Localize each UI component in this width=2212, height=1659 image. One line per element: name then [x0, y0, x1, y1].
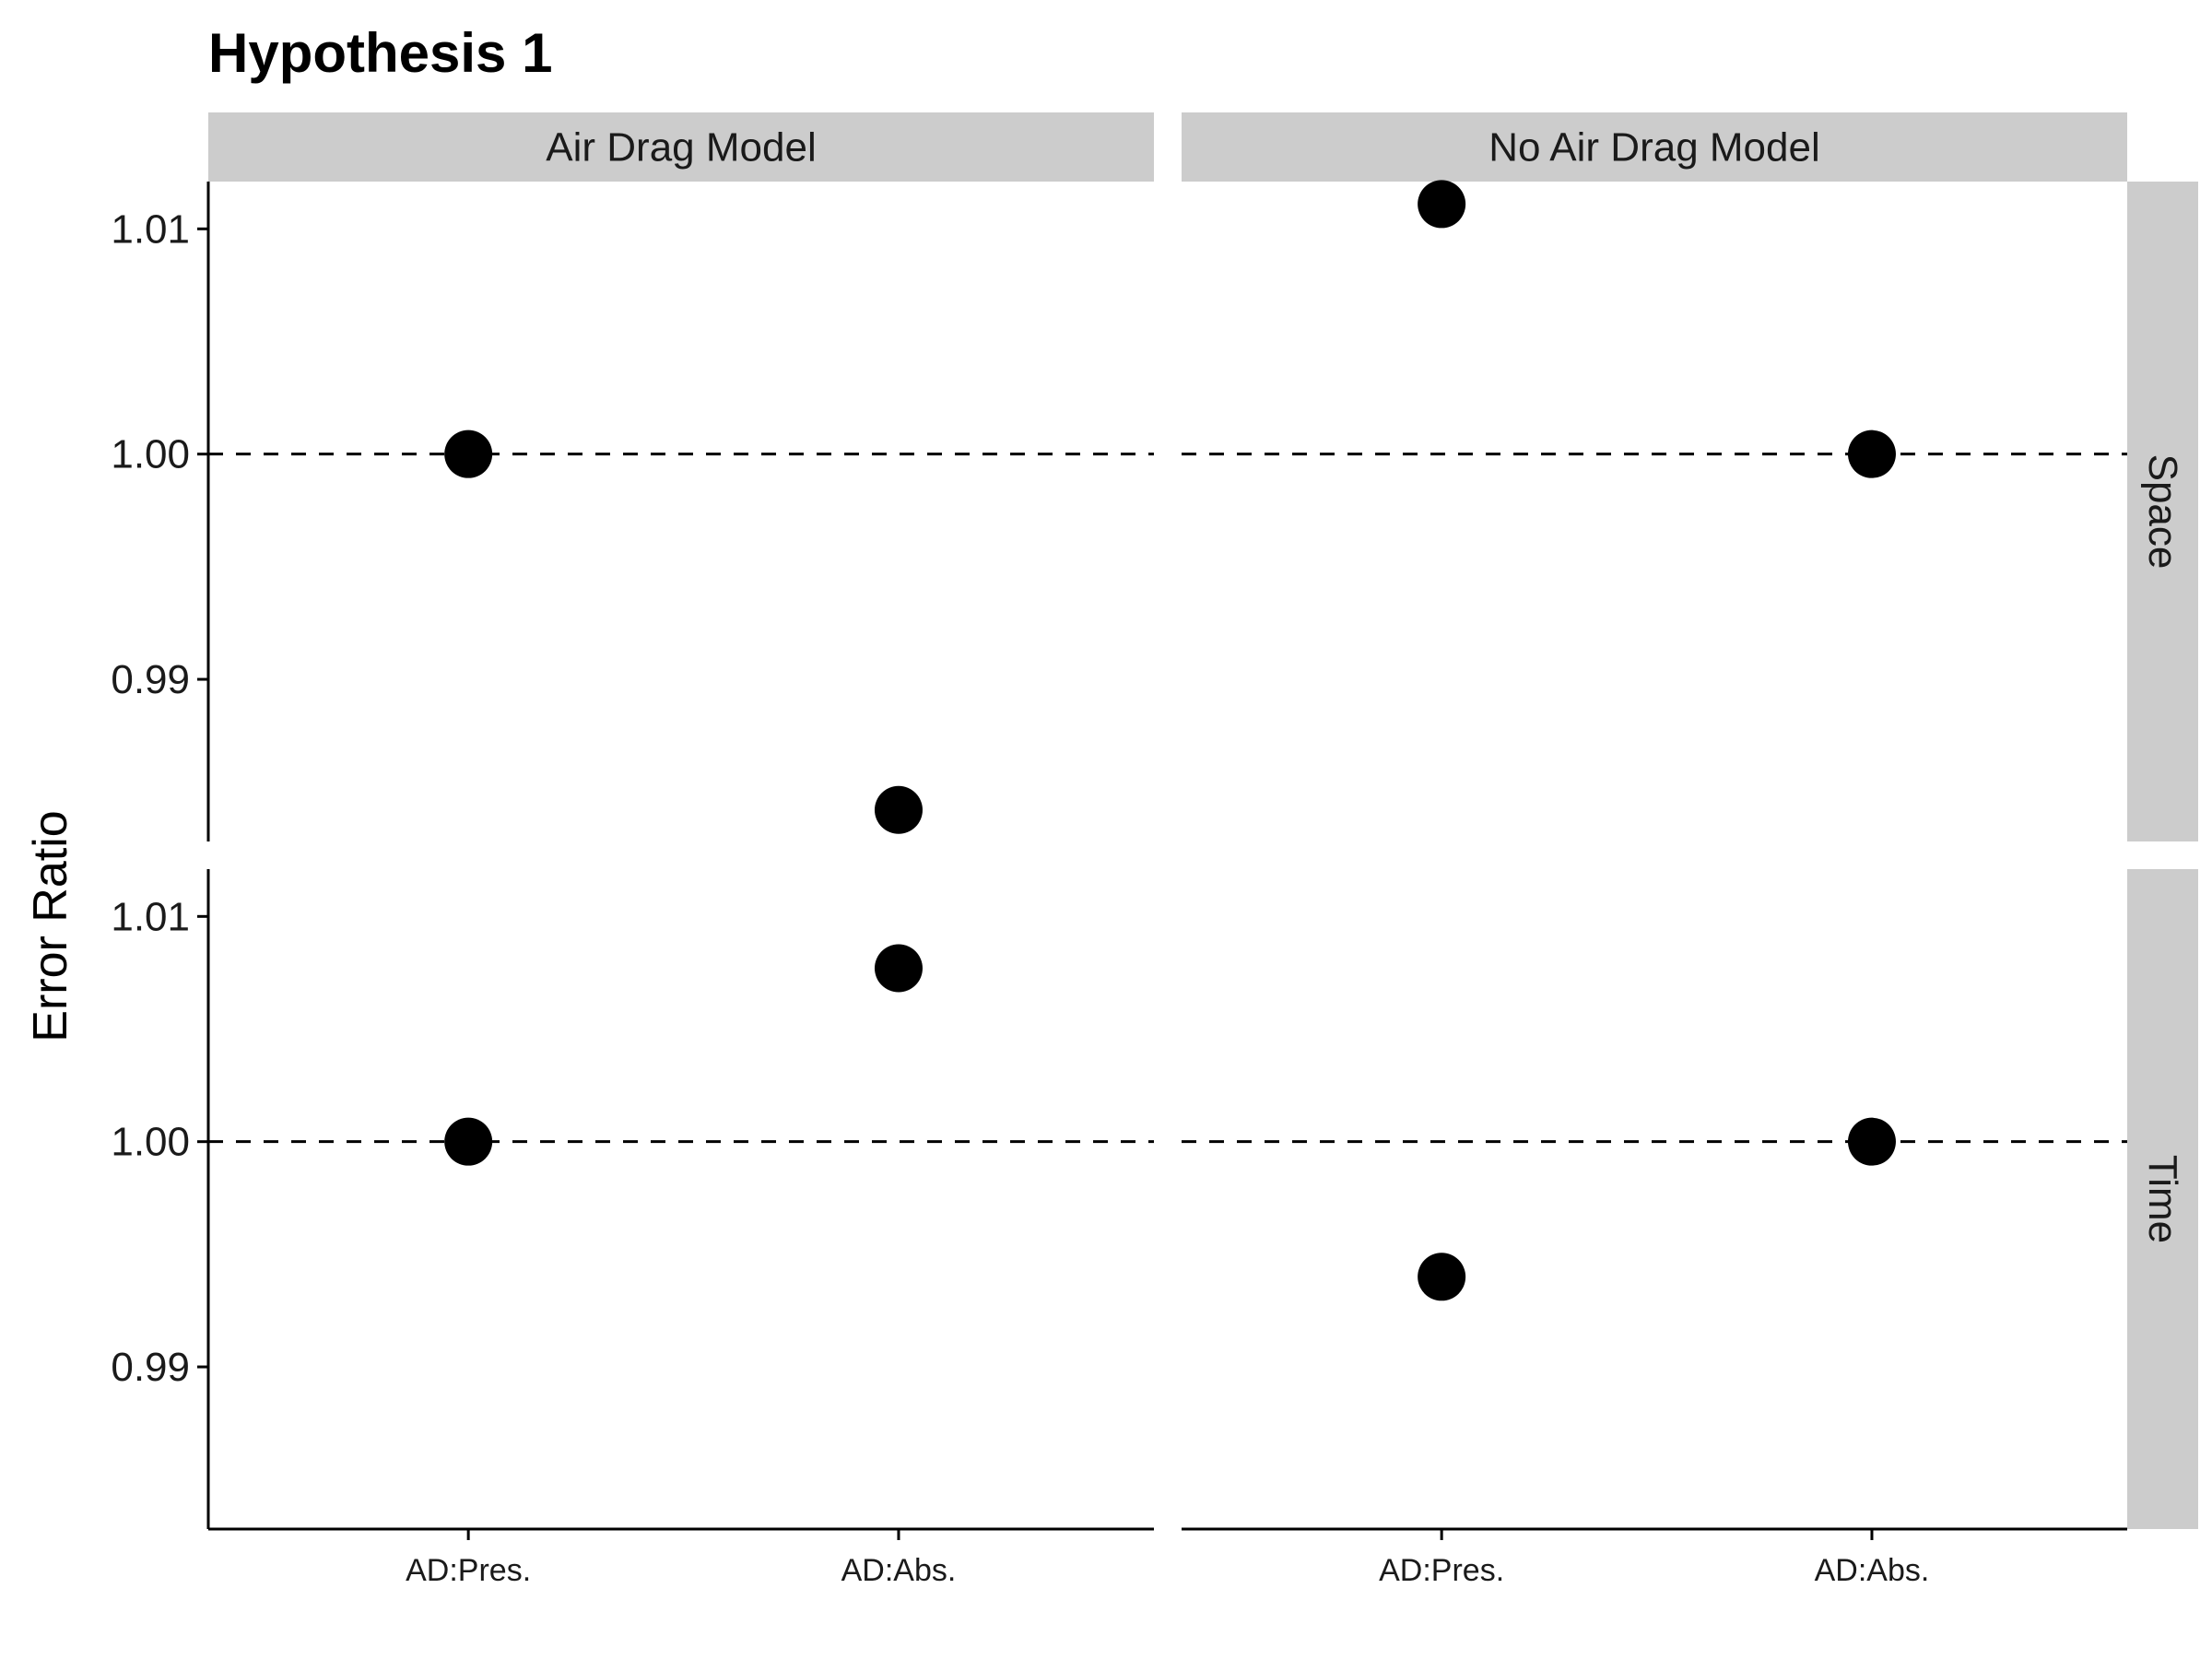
axes: 0.99 1.00 1.01 0.99 1.00 1.01 AD:Pres. AD:Abs. A… [111, 182, 2127, 1588]
data-point [444, 429, 493, 478]
data-point [1847, 429, 1896, 478]
row-strip-0 [2127, 182, 2198, 841]
row-strip-1 [2127, 869, 2198, 1529]
x-tick-label: AD:Abs. [841, 1553, 957, 1588]
data-point [1418, 1253, 1466, 1301]
facet-strip-label-1: No Air Drag Model [1488, 125, 1819, 171]
y-axis-title: Error Ratio [24, 810, 77, 1041]
facet-strip-0 [208, 112, 1154, 182]
data-point [874, 785, 923, 834]
facet-strips: Air Drag Model No Air Drag Model Space Time [208, 112, 2198, 1529]
y-tick-label: 1.01 [111, 894, 190, 939]
row-strip-label-0: Space [2140, 454, 2185, 570]
x-tick-label: AD:Abs. [1815, 1553, 1930, 1588]
facet-strip-1 [1182, 112, 2127, 182]
data-points [444, 180, 1896, 1301]
x-tick-label: AD:Pres. [406, 1553, 531, 1588]
chart-title: Hypothesis 1 [208, 22, 552, 84]
y-tick-label: 0.99 [111, 1345, 190, 1390]
facet-strip-label-0: Air Drag Model [546, 125, 816, 171]
data-point [444, 1117, 493, 1166]
y-tick-label: 1.00 [111, 432, 190, 477]
row-strip-label-1: Time [2140, 1155, 2185, 1243]
data-point [874, 944, 923, 993]
y-tick-label: 1.01 [111, 206, 190, 252]
y-tick-label: 0.99 [111, 657, 190, 702]
y-tick-label: 1.00 [111, 1120, 190, 1165]
data-point [1847, 1117, 1896, 1166]
data-point [1418, 180, 1466, 229]
x-tick-label: AD:Pres. [1379, 1553, 1504, 1588]
